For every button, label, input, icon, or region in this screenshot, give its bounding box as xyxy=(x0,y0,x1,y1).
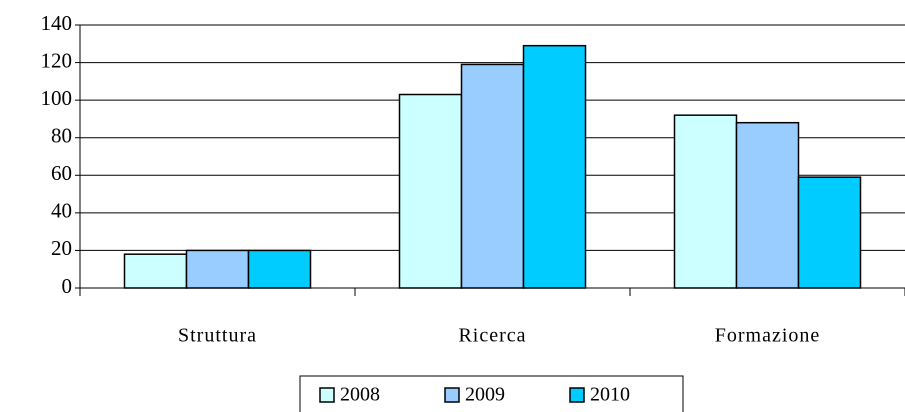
legend-label: 2008 xyxy=(340,384,380,406)
x-tick-label: Ricerca xyxy=(458,325,526,347)
y-tick-label: 20 xyxy=(51,236,72,260)
bar xyxy=(735,121,800,289)
legend-label: 2010 xyxy=(590,384,630,406)
bar xyxy=(522,44,587,289)
x-tick-label: Struttura xyxy=(178,325,257,347)
y-tick-label: 0 xyxy=(62,274,73,298)
bar xyxy=(247,249,312,289)
legend-label: 2009 xyxy=(465,384,505,406)
y-tick-label: 40 xyxy=(51,199,72,223)
legend-swatch xyxy=(444,387,460,403)
legend-box xyxy=(299,375,684,412)
y-tick-label: 60 xyxy=(51,161,72,185)
legend-swatch xyxy=(319,387,335,403)
bar xyxy=(797,176,862,289)
y-tick-label: 80 xyxy=(51,124,72,148)
bar xyxy=(185,249,250,289)
bar xyxy=(398,93,463,289)
y-tick-label: 100 xyxy=(41,86,73,110)
legend-swatch xyxy=(569,387,585,403)
y-tick-label: 120 xyxy=(41,48,73,72)
bar xyxy=(123,253,188,289)
y-tick-label: 140 xyxy=(41,11,73,35)
bar xyxy=(460,63,525,289)
x-tick-label: Formazione xyxy=(715,325,821,347)
bar xyxy=(673,114,738,289)
